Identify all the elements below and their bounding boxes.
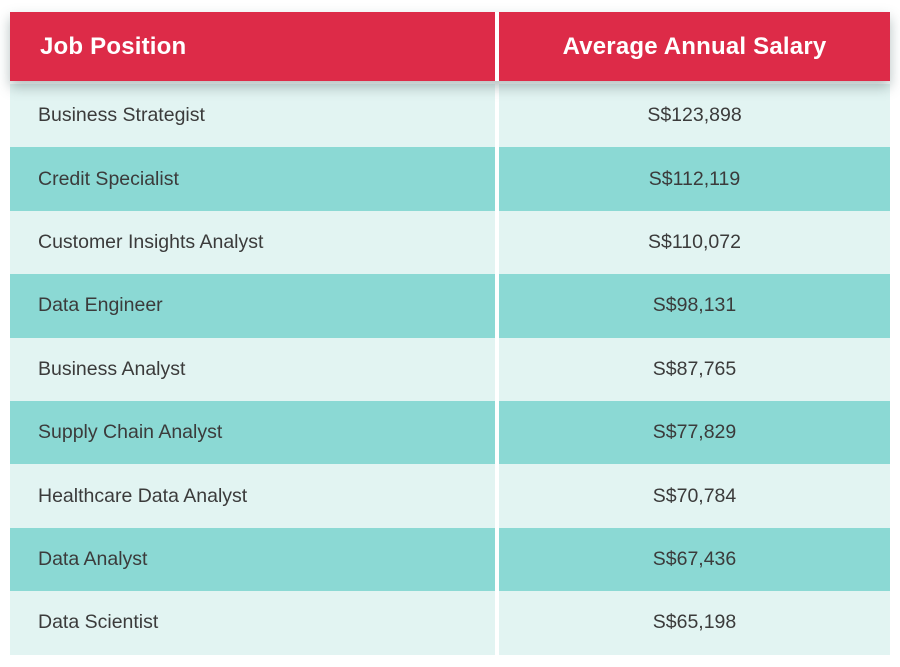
table-row: Data Scientist S$65,198 <box>10 591 890 655</box>
table-row: Credit Specialist S$112,119 <box>10 147 890 211</box>
table-row: Business Analyst S$87,765 <box>10 337 890 401</box>
job-position-cell: Data Scientist <box>10 591 499 655</box>
job-position-cell: Supply Chain Analyst <box>10 400 499 465</box>
table-row: Data Engineer S$98,131 <box>10 274 890 338</box>
table-row: Customer Insights Analyst S$110,072 <box>10 210 890 275</box>
job-position-cell: Customer Insights Analyst <box>10 210 499 275</box>
job-position-cell: Data Analyst <box>10 527 499 592</box>
job-position-cell: Credit Specialist <box>10 147 499 211</box>
job-position-cell: Business Strategist <box>10 84 499 148</box>
job-position-cell: Business Analyst <box>10 337 499 401</box>
table-row: Business Strategist S$123,898 <box>10 84 890 148</box>
table-row: Healthcare Data Analyst S$70,784 <box>10 464 890 528</box>
header-average-annual-salary: Average Annual Salary <box>562 32 827 60</box>
salary-cell: S$77,829 <box>652 421 737 444</box>
salary-cell: S$65,198 <box>652 611 737 634</box>
salary-cell: S$87,765 <box>652 357 737 380</box>
table-row: Supply Chain Analyst S$77,829 <box>10 400 890 465</box>
job-position-cell: Healthcare Data Analyst <box>10 464 499 528</box>
header-job-position: Job Position <box>10 12 499 81</box>
salary-cell: S$112,119 <box>648 167 741 190</box>
salary-cell: S$70,784 <box>652 484 737 507</box>
salary-cell: S$110,072 <box>648 230 741 253</box>
salary-cell: S$98,131 <box>652 294 737 317</box>
salary-cell: S$123,898 <box>647 104 742 127</box>
table-row: Data Analyst S$67,436 <box>10 527 890 592</box>
table-body: Business Strategist S$123,898 Credit Spe… <box>10 84 890 655</box>
salary-cell: S$67,436 <box>652 547 737 570</box>
salary-table: Job Position Average Annual Salary Busin… <box>10 12 890 655</box>
table-header-row: Job Position Average Annual Salary <box>10 12 890 81</box>
job-position-cell: Data Engineer <box>10 274 499 338</box>
